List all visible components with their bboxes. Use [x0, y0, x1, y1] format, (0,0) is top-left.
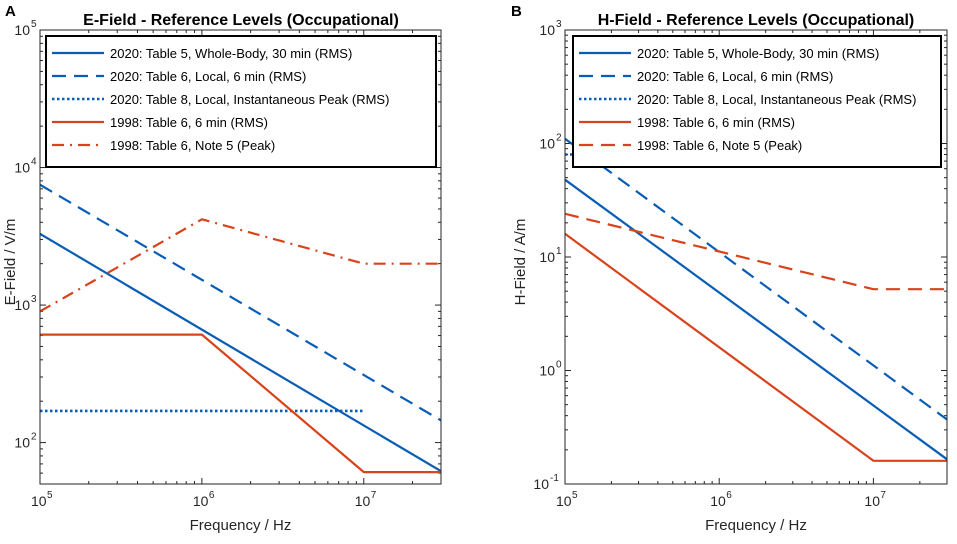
- y-tick-exponent: 2: [31, 432, 37, 443]
- y-tick-label: 10 4: [14, 157, 37, 176]
- y-tick-base: 10: [539, 136, 555, 152]
- y-tick-exponent: 2: [556, 133, 562, 144]
- series-line-1: [565, 178, 947, 461]
- axes-frame: [564, 29, 948, 485]
- series-line-5: [40, 218, 441, 313]
- series-line-1: [40, 232, 441, 473]
- y-tick-label: 10 5: [14, 19, 37, 38]
- x-tick-label: 10 7: [864, 490, 886, 509]
- x-tick-exponent: 6: [726, 490, 732, 501]
- x-tick-base: 10: [355, 493, 371, 509]
- chart-panel-A: A E-Field - Reference Levels (Occupationa…: [2, 3, 442, 534]
- y-tick-label: 10 -1: [533, 473, 559, 492]
- x-tick-label: 10 6: [193, 490, 215, 509]
- legend-box: [45, 35, 437, 168]
- series-line-2: [565, 137, 947, 421]
- panel-letter: B: [511, 3, 522, 20]
- y-tick-base: 10: [533, 476, 549, 492]
- legend-label: 1998: Table 6, 6 min (RMS): [110, 115, 268, 130]
- y-tick-exponent: -1: [550, 473, 559, 484]
- x-tick-base: 10: [31, 493, 47, 509]
- y-tick-exponent: 0: [556, 360, 562, 371]
- y-tick-exponent: 4: [31, 157, 37, 168]
- y-axis-label: E-Field / V/m: [2, 219, 19, 306]
- legend-label: 1998: Table 6, Note 5 (Peak): [110, 138, 275, 153]
- series-lines: [565, 137, 947, 462]
- y-tick-base: 10: [14, 435, 30, 451]
- y-tick-base: 10: [14, 22, 30, 38]
- legend-label: 2020: Table 8, Local, Instantaneous Peak…: [637, 92, 916, 107]
- x-tick-label: 10 6: [710, 490, 732, 509]
- x-axis-label: Frequency / Hz: [705, 517, 807, 534]
- y-tick-label: 10 0: [539, 360, 562, 379]
- legend-label: 2020: Table 5, Whole-Body, 30 min (RMS): [637, 46, 879, 61]
- y-tick-base: 10: [539, 363, 555, 379]
- legend-label: 2020: Table 5, Whole-Body, 30 min (RMS): [110, 46, 352, 61]
- panel-letter: A: [5, 3, 16, 20]
- y-tick-label: 10 1: [539, 246, 562, 265]
- chart-title: H-Field - Reference Levels (Occupational…: [598, 12, 915, 29]
- y-tick-base: 10: [14, 297, 30, 313]
- legend-label: 2020: Table 6, Local, 6 min (RMS): [110, 69, 306, 84]
- y-tick-exponent: 3: [556, 19, 562, 30]
- x-tick-label: 10 5: [556, 490, 578, 509]
- x-tick-exponent: 5: [572, 490, 578, 501]
- chart-title: E-Field - Reference Levels (Occupational…: [83, 12, 399, 29]
- x-tick-exponent: 7: [371, 490, 377, 501]
- legend-label: 2020: Table 6, Local, 6 min (RMS): [637, 69, 833, 84]
- series-line-4: [40, 333, 441, 474]
- x-tick-base: 10: [710, 493, 726, 509]
- x-tick-label: 10 5: [31, 490, 53, 509]
- y-tick-base: 10: [14, 160, 30, 176]
- x-tick-base: 10: [193, 493, 209, 509]
- legend: 2020: Table 5, Whole-Body, 30 min (RMS) 2…: [45, 35, 437, 168]
- y-tick-label: 10 2: [14, 432, 37, 451]
- series-line-4: [565, 232, 947, 462]
- axes-frame: [39, 29, 442, 485]
- x-tick-exponent: 7: [880, 490, 886, 501]
- legend: 2020: Table 5, Whole-Body, 30 min (RMS) 2…: [572, 35, 942, 168]
- series-line-5: [565, 212, 947, 291]
- x-tick-exponent: 5: [47, 490, 53, 501]
- series-lines: [40, 183, 441, 474]
- legend-label: 1998: Table 6, Note 5 (Peak): [637, 138, 802, 153]
- y-tick-base: 10: [539, 249, 555, 265]
- x-tick-base: 10: [864, 493, 880, 509]
- y-tick-exponent: 3: [31, 294, 37, 305]
- y-tick-label: 10 2: [539, 133, 562, 152]
- x-axis-label: Frequency / Hz: [190, 517, 292, 534]
- legend-label: 2020: Table 8, Local, Instantaneous Peak…: [110, 92, 389, 107]
- x-tick-label: 10 7: [355, 490, 377, 509]
- y-tick-label: 10 3: [14, 294, 37, 313]
- legend-box: [572, 35, 942, 168]
- legend-label: 1998: Table 6, 6 min (RMS): [637, 115, 795, 130]
- y-tick-base: 10: [539, 22, 555, 38]
- y-tick-exponent: 1: [556, 246, 562, 257]
- x-tick-base: 10: [556, 493, 572, 509]
- chart-panel-B: B H-Field - Reference Levels (Occupationa…: [511, 3, 948, 534]
- y-tick-label: 10 3: [539, 19, 562, 38]
- series-line-2: [40, 183, 441, 422]
- y-tick-exponent: 5: [31, 19, 37, 30]
- x-tick-exponent: 6: [209, 490, 215, 501]
- y-axis-label: H-Field / A/m: [512, 219, 529, 306]
